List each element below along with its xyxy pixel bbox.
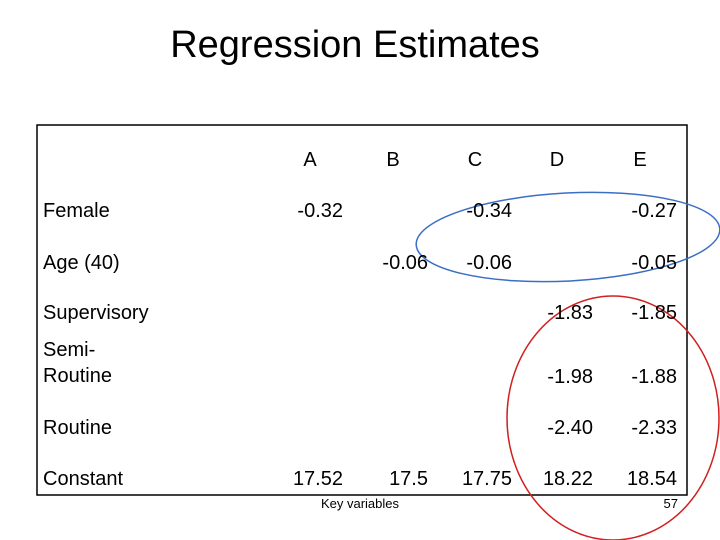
page-number: 57 bbox=[663, 496, 678, 511]
cell: -1.98 bbox=[547, 366, 593, 388]
footer-note: Key variables bbox=[320, 496, 400, 511]
column-header: C bbox=[467, 149, 483, 171]
column-header: A bbox=[303, 149, 317, 171]
cell: -2.33 bbox=[631, 417, 677, 439]
cell: -1.88 bbox=[631, 366, 677, 388]
cell: -0.06 bbox=[382, 252, 428, 274]
row-label: Routine bbox=[43, 417, 112, 439]
table-border bbox=[36, 124, 688, 496]
row-label: Semi- Routine bbox=[43, 339, 112, 387]
cell: -0.05 bbox=[631, 252, 677, 274]
cell: -0.32 bbox=[297, 200, 343, 222]
cell: -0.34 bbox=[466, 200, 512, 222]
cell: 17.52 bbox=[292, 468, 343, 490]
column-header: E bbox=[633, 149, 647, 171]
cell: 18.54 bbox=[626, 468, 677, 490]
column-header: B bbox=[386, 149, 400, 171]
title: Regression Estimates bbox=[170, 24, 540, 66]
cell: -1.83 bbox=[547, 302, 593, 324]
cell: -0.06 bbox=[466, 252, 512, 274]
cell: 17.5 bbox=[389, 468, 428, 490]
cell: -0.27 bbox=[631, 200, 677, 222]
cell: -1.85 bbox=[631, 302, 677, 324]
column-header: D bbox=[549, 149, 565, 171]
cell: 18.22 bbox=[542, 468, 593, 490]
row-label: Female bbox=[43, 200, 110, 222]
row-label: Age (40) bbox=[43, 252, 120, 274]
cell: 17.75 bbox=[461, 468, 512, 490]
row-label: Constant bbox=[43, 468, 124, 490]
cell: -2.40 bbox=[547, 417, 593, 439]
row-label: Supervisory bbox=[43, 302, 149, 324]
red-ellipse bbox=[506, 295, 720, 540]
